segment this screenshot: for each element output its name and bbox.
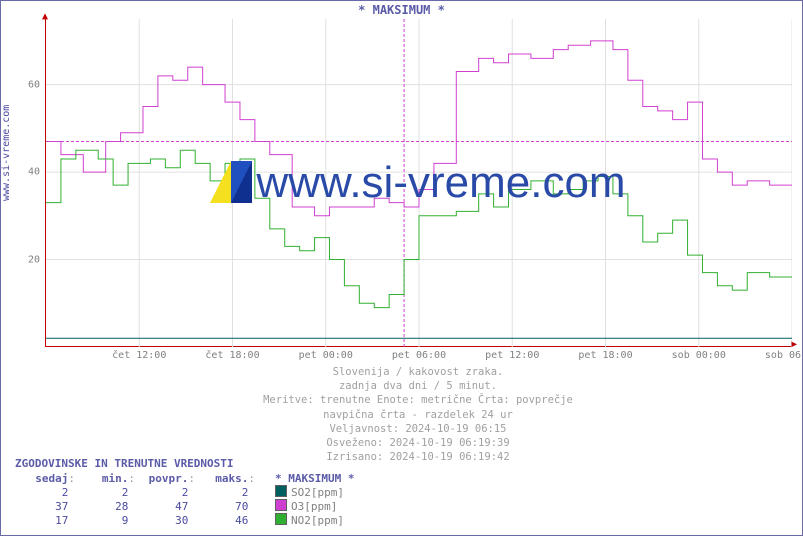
table-row: 37 28 47 70 O3[ppm] [15, 499, 354, 513]
table-header-cell: maks.: [195, 472, 255, 485]
table-cell: 2 [135, 486, 195, 499]
table-cell: 2 [75, 486, 135, 499]
table-cell: 30 [135, 514, 195, 527]
table-header-row: sedaj:min.:povpr.:maks.: * MAKSIMUM * [15, 472, 354, 485]
x-tick-label: pet 06:00 [392, 350, 446, 361]
caption-line: Veljavnost: 2024-10-19 06:15 [45, 422, 791, 436]
table-cell: 70 [195, 500, 255, 513]
x-tick-label: pet 00:00 [299, 350, 353, 361]
caption-line: navpična črta - razdelek 24 ur [45, 408, 791, 422]
caption-line: Osveženo: 2024-10-19 06:19:39 [45, 436, 791, 450]
plot-area: ▲ ▶ 204060čet 12:00čet 18:00pet 00:00pet… [45, 19, 791, 347]
chart-title: * MAKSIMUM * [1, 3, 802, 17]
table-header-cell: sedaj: [15, 472, 75, 485]
x-tick-label: sob 00:00 [672, 350, 726, 361]
x-tick-label: pet 12:00 [485, 350, 539, 361]
y-tick-label: 20 [28, 254, 40, 265]
legend-title: * MAKSIMUM * [275, 472, 354, 485]
table-cell: 17 [15, 514, 75, 527]
x-tick-label: pet 18:00 [578, 350, 632, 361]
caption-block: Slovenija / kakovost zraka. zadnja dva d… [45, 365, 791, 464]
table-row: 2 2 2 2 SO2[ppm] [15, 485, 354, 499]
y-tick-label: 40 [28, 167, 40, 178]
table-header-cell: min.: [75, 472, 135, 485]
caption-line: Meritve: trenutne Enote: metrične Črta: … [45, 393, 791, 407]
caption-line: zadnja dva dni / 5 minut. [45, 379, 791, 393]
legend-label: O3[ppm] [291, 500, 337, 513]
legend-item: O3[ppm] [275, 499, 337, 513]
legend-swatch-icon [275, 499, 287, 511]
table-row: 17 9 30 46 NO2[ppm] [15, 513, 354, 527]
table-cell: 37 [15, 500, 75, 513]
legend-label: NO2[ppm] [291, 514, 344, 527]
legend-swatch-icon [275, 513, 287, 525]
table-header-cell: povpr.: [135, 472, 195, 485]
plot-svg [46, 19, 792, 347]
y-axis-label: www.si-vreme.com [1, 105, 12, 201]
legend-item: SO2[ppm] [275, 485, 344, 499]
caption-line: Slovenija / kakovost zraka. [45, 365, 791, 379]
table-cell: 9 [75, 514, 135, 527]
legend-swatch-icon [275, 485, 287, 497]
x-tick-label: čet 18:00 [205, 350, 259, 361]
table-cell: 2 [195, 486, 255, 499]
footer-title: ZGODOVINSKE IN TRENUTNE VREDNOSTI [15, 457, 354, 470]
footer-block: ZGODOVINSKE IN TRENUTNE VREDNOSTI sedaj:… [15, 457, 354, 527]
table-cell: 47 [135, 500, 195, 513]
y-tick-label: 60 [28, 79, 40, 90]
chart-container: * MAKSIMUM * www.si-vreme.com ▲ ▶ 204060… [0, 0, 803, 536]
table-cell: 28 [75, 500, 135, 513]
x-tick-label: sob 06:00 [765, 350, 803, 361]
x-tick-label: čet 12:00 [112, 350, 166, 361]
legend-item: NO2[ppm] [275, 513, 344, 527]
table-cell: 46 [195, 514, 255, 527]
legend-label: SO2[ppm] [291, 486, 344, 499]
table-cell: 2 [15, 486, 75, 499]
